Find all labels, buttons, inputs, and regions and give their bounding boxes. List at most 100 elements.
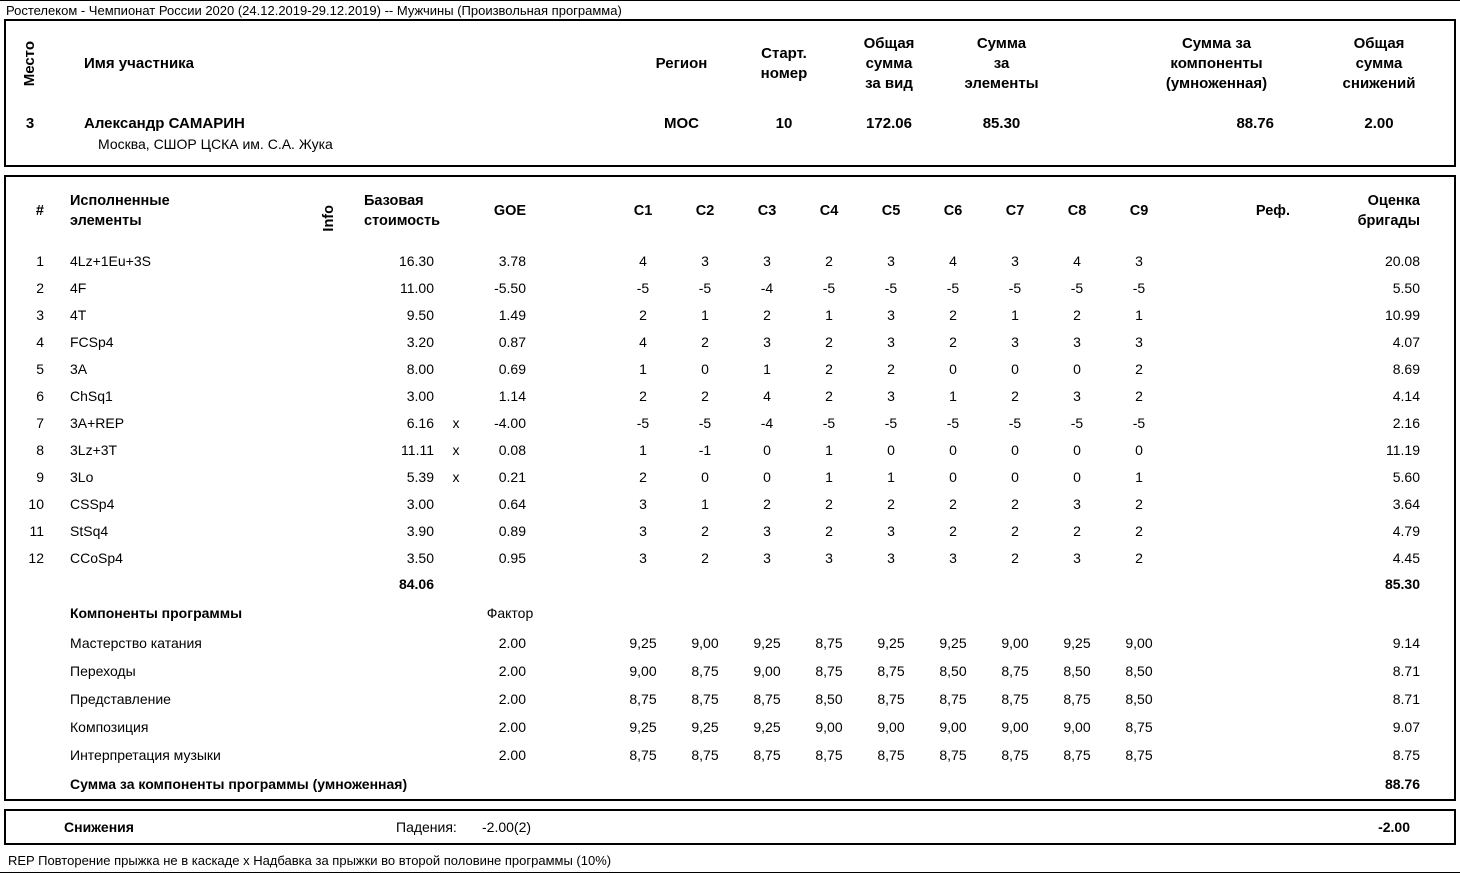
col-judge-3: С3 xyxy=(757,203,777,220)
judge-score: 3 xyxy=(1073,333,1081,350)
judge-score: 3 xyxy=(887,252,895,269)
base-value: 3.20 xyxy=(406,333,434,350)
judge-score: 3 xyxy=(639,522,647,539)
element-row: 11 StSq4 3.90 0.89 3 2 3 2 3 2 2 2 2 4.79 xyxy=(6,517,1430,544)
region-value: МОС xyxy=(664,115,699,132)
col-total-segment-score: Общая сумма за вид xyxy=(863,34,915,93)
judge-score: 0 xyxy=(1073,468,1081,485)
element-name: 3A+REP xyxy=(70,414,125,431)
component-judge-score: 8,75 xyxy=(629,691,657,707)
elements-body: 1 4Lz+1Eu+3S 16.30 3.78 4 3 3 2 3 4 3 4 3 20.08 2 4F 11.… xyxy=(6,247,1430,571)
component-judge-score: 8,75 xyxy=(877,691,905,707)
col-judge-2: С2 xyxy=(695,203,715,220)
cell xyxy=(6,629,56,657)
goe-value: 0.89 xyxy=(498,522,526,539)
judge-score: 2 xyxy=(1011,387,1019,404)
col-base-value: Базовая стоимость xyxy=(364,193,441,229)
judge-score: 2 xyxy=(949,333,957,350)
col-deductions: Общая сумма снижений xyxy=(1342,34,1416,93)
summary-box: Место Имя участника Регион Старт. номер … xyxy=(4,19,1456,167)
component-judge-score: 9,00 xyxy=(1001,635,1029,651)
judge-score: 1 xyxy=(887,468,895,485)
judge-score: 2 xyxy=(701,549,709,566)
goe-value: 0.08 xyxy=(498,441,526,458)
second-half-x xyxy=(442,274,470,301)
component-judge-score: 9,25 xyxy=(939,635,967,651)
skater-club: Москва, СШОР ЦСКА им. С.А. Жука xyxy=(98,136,333,152)
components-body: Мастерство катания 2.00 9,25 9,00 9,25 8,75 9,… xyxy=(6,629,1430,769)
judge-score: -5 xyxy=(1070,279,1084,296)
judge-score: 2 xyxy=(1011,522,1019,539)
element-number: 5 xyxy=(36,360,44,377)
element-name: 4F xyxy=(70,279,87,296)
spacer xyxy=(550,355,612,382)
element-number: 7 xyxy=(36,414,44,431)
col-region: Регион xyxy=(655,54,708,72)
cell xyxy=(6,657,56,685)
element-info xyxy=(318,463,342,490)
ref-value xyxy=(1170,382,1300,409)
base-value-total: 84.06 xyxy=(398,576,434,592)
judge-score: -5 xyxy=(822,279,836,296)
component-judge-score: 9,00 xyxy=(753,663,781,679)
component-judge-score: 9,25 xyxy=(629,635,657,651)
element-info xyxy=(318,247,342,274)
elements-box: # Исполненные элементы Info Базовая стои… xyxy=(4,175,1456,801)
ref-value xyxy=(1170,328,1300,355)
judge-score: -5 xyxy=(1132,279,1146,296)
components-total-label: Сумма за компоненты программы (умноженна… xyxy=(70,776,408,792)
spacer xyxy=(550,657,612,685)
component-judge-score: 9,00 xyxy=(691,635,719,651)
component-panel-score: 8.71 xyxy=(1392,663,1420,679)
element-info xyxy=(318,274,342,301)
skater-row: 3 Александр САМАРИН Москва, СШОР ЦСКА им… xyxy=(6,107,1454,165)
element-number: 9 xyxy=(36,468,44,485)
judge-score: 2 xyxy=(887,360,895,377)
panel-score: 2.16 xyxy=(1392,414,1420,431)
components-total-row: Сумма за компоненты программы (умноженна… xyxy=(6,769,1430,799)
col-judge-6: С6 xyxy=(943,203,963,220)
judge-score: 2 xyxy=(639,306,647,323)
judge-score: 0 xyxy=(1011,441,1019,458)
deduction-reason-label: Падения: xyxy=(396,819,457,835)
cell xyxy=(6,685,56,713)
col-judge-5: С5 xyxy=(881,203,901,220)
component-judge-score: 8,75 xyxy=(815,747,843,763)
spacer xyxy=(550,301,612,328)
base-value: 3.00 xyxy=(406,495,434,512)
judge-score: -5 xyxy=(884,414,898,431)
judge-score: 0 xyxy=(763,441,771,458)
component-judge-score: 8,75 xyxy=(877,747,905,763)
goe-value: 3.78 xyxy=(498,252,526,269)
ref-value xyxy=(1170,301,1300,328)
judge-score: 3 xyxy=(949,549,957,566)
goe-value: 0.21 xyxy=(498,468,526,485)
component-row: Интерпретация музыки 2.00 8,75 8,75 8,75 8,75… xyxy=(6,741,1430,769)
judge-score: 2 xyxy=(1073,522,1081,539)
judge-score: 4 xyxy=(949,252,957,269)
component-judge-score: 8,75 xyxy=(753,691,781,707)
spacer xyxy=(550,517,612,544)
base-value: 3.90 xyxy=(406,522,434,539)
element-info xyxy=(318,544,342,571)
components-section-label: Компоненты программы xyxy=(70,605,243,621)
element-number: 10 xyxy=(28,495,44,512)
spacer xyxy=(550,463,612,490)
base-value: 8.00 xyxy=(406,360,434,377)
judge-score: 3 xyxy=(639,495,647,512)
ref-value xyxy=(1170,274,1300,301)
base-value: 16.30 xyxy=(398,252,434,269)
second-half-x xyxy=(442,544,470,571)
judge-score: 3 xyxy=(763,522,771,539)
factor-label: Фактор xyxy=(486,605,534,621)
deductions-total: -2.00 xyxy=(1378,819,1410,835)
component-judge-score: 8,50 xyxy=(815,691,843,707)
ref-value xyxy=(1170,436,1300,463)
judge-score: -1 xyxy=(698,441,712,458)
component-factor: 2.00 xyxy=(498,691,526,707)
judge-score: 1 xyxy=(701,306,709,323)
col-referee: Реф. xyxy=(1255,203,1290,220)
elements-footer: 84.06 85.30 Компоненты программы Фактор xyxy=(6,571,1430,629)
second-half-x xyxy=(442,490,470,517)
